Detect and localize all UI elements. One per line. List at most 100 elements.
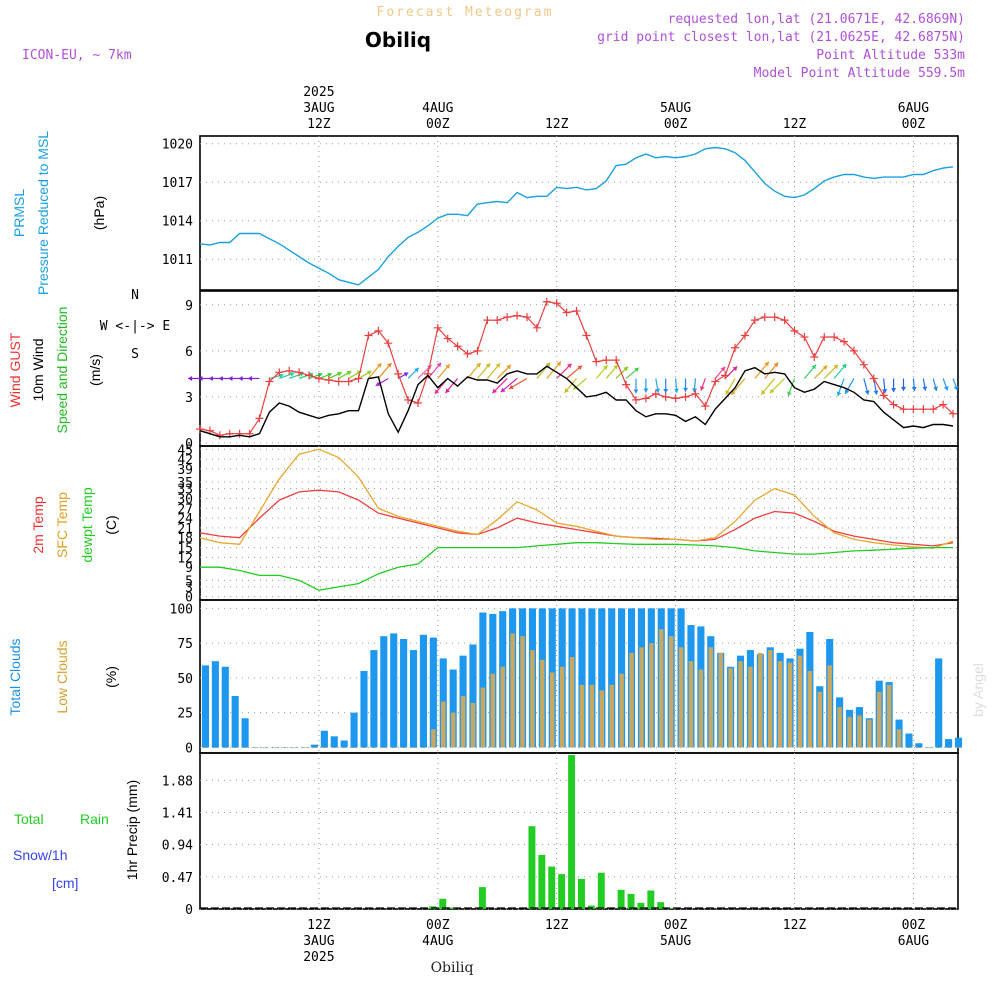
precip-bar (667, 908, 675, 909)
low-cloud-bar (738, 661, 743, 748)
precip-bar (597, 872, 605, 909)
gust-marker (423, 369, 432, 378)
low-cloud-bar (886, 684, 892, 748)
wind-arrow-head (764, 361, 769, 367)
wind-arrow-head (844, 389, 850, 394)
low-cloud-bar (302, 747, 307, 749)
bottom-time-label: 4AUG (422, 934, 453, 949)
top-time-label: 00Z (902, 117, 926, 132)
wind-arrow-head (943, 385, 949, 391)
gust-marker (404, 395, 413, 404)
gust-marker (552, 299, 561, 308)
low-cloud-bar (659, 629, 664, 748)
gust-marker (344, 377, 353, 386)
total-cloud-bar (380, 636, 388, 748)
gust-marker (612, 356, 621, 365)
bottom-time-label: 2025 (303, 950, 334, 965)
precip-panel: 0 0.47 0.94 1.41 1.88 Total Rain Snow/1h [cm] 1hr… (13, 752, 959, 918)
temperature-ytick-label: 30 (177, 492, 193, 507)
gust-marker (889, 400, 898, 409)
model-label: ICON-EU, ~ 7km (22, 48, 132, 63)
wind-arrow-head (238, 375, 243, 381)
precip-bar (637, 902, 645, 909)
wind-arrow-head (476, 362, 481, 368)
clouds-ytick-label: 25 (177, 707, 193, 722)
wind-arrow-head (891, 388, 897, 393)
wind-axis-label: (m/s) (87, 354, 103, 386)
wind-arrow-head (545, 362, 551, 368)
total-cloud-bar (310, 744, 319, 748)
gust-marker (384, 339, 393, 348)
low-cloud-bar (381, 747, 387, 749)
wind-arrow-head (769, 388, 775, 394)
low-cloud-bar (668, 636, 674, 748)
low-cloud-bar (569, 657, 575, 748)
low-cloud-bar (312, 747, 317, 749)
wind-arrow-head (683, 387, 689, 392)
footer-location: Obiliq (431, 960, 474, 976)
wind-ytick-label: 3 (185, 391, 193, 406)
wind-arrow-head (495, 363, 501, 368)
wind-axis-label: Wind GUST (7, 332, 23, 407)
low-cloud-bar (411, 747, 416, 749)
precip-bar (548, 866, 556, 909)
gust-marker (701, 402, 710, 411)
wind-arrow-head (633, 389, 639, 394)
low-cloud-bar (213, 747, 218, 749)
low-cloud-bar (649, 643, 654, 748)
precip-ytick-label: 0.47 (162, 871, 193, 886)
precip-snow-unit: [cm] (52, 875, 78, 891)
wind-axis-label: Speed and Direction (54, 307, 70, 434)
low-cloud-bar (857, 715, 862, 748)
low-cloud-bar (450, 712, 456, 748)
low-cloud-bar (708, 647, 714, 748)
total-cloud-bar (915, 743, 923, 748)
wind-arrow-head (773, 362, 779, 368)
gust-marker (661, 392, 670, 401)
wind-arrow-head (643, 388, 649, 393)
gust-marker (711, 377, 720, 386)
top-time-label: 2025 (303, 85, 334, 100)
wind-arrow-head (882, 389, 888, 394)
grid-point-coords: grid point closest lon,lat (21.0625E, 42… (597, 30, 965, 45)
total-cloud-bar (340, 740, 348, 748)
gust-marker (394, 369, 403, 378)
low-cloud-bar (936, 747, 941, 749)
low-cloud-bar (460, 695, 466, 748)
gust-marker (899, 405, 908, 414)
temp-sfc-line (199, 448, 954, 549)
gust-marker (879, 391, 888, 400)
low-cloud-bar (232, 747, 238, 749)
gust-marker (641, 394, 650, 403)
clouds-axis-label: Total Clouds (7, 638, 23, 715)
top-time-label: 00Z (664, 117, 688, 132)
precip-bar (439, 898, 447, 909)
wind-ytick-label: 6 (185, 345, 193, 360)
low-cloud-bar (589, 684, 595, 748)
gust-marker (790, 326, 799, 335)
total-cloud-bar (935, 658, 943, 748)
total-cloud-bar (598, 608, 606, 748)
low-cloud-bar (728, 668, 733, 748)
clouds-axis-label: Low Clouds (54, 640, 70, 713)
pressure-axis-label: PRMSL (11, 189, 27, 237)
wind-arrow-head (436, 362, 442, 368)
temperature-axis-label: (C) (103, 515, 119, 534)
wind-arrow-head (623, 366, 628, 372)
wind-arrow-head (506, 364, 511, 370)
gust-marker (622, 380, 631, 389)
wind-arrow-head (566, 363, 572, 369)
total-cloud-bar (221, 666, 229, 748)
gust-marker (681, 392, 690, 401)
total-cloud-bar (588, 608, 596, 748)
gust-marker (463, 349, 472, 358)
model-altitude: Model Point Altitude 559.5m (754, 66, 965, 81)
compass-south: S (131, 347, 139, 362)
precip-bar (568, 755, 576, 909)
temperature-ytick-label: 24 (177, 512, 193, 527)
wind-arrow-head (508, 384, 514, 390)
gust-marker (869, 374, 878, 383)
low-cloud-bar (361, 747, 367, 749)
